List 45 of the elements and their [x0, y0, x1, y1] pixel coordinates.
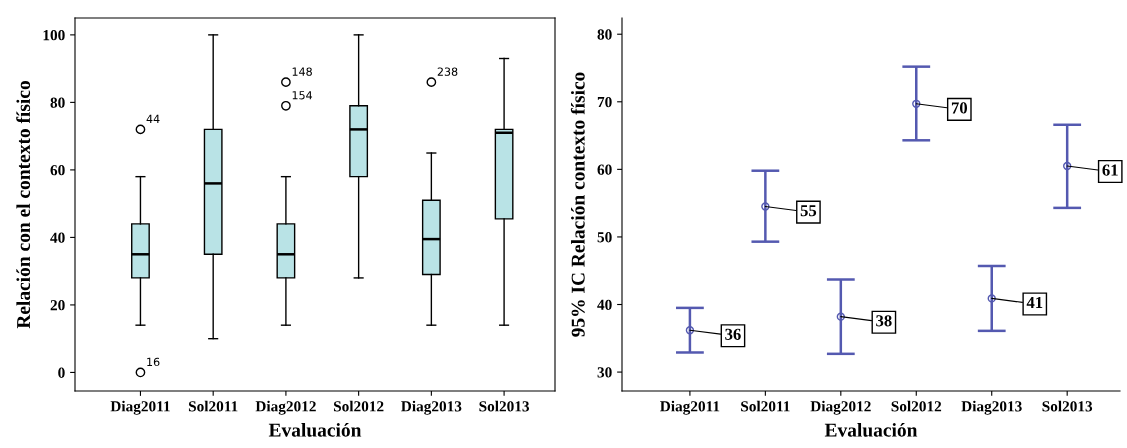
y-tick-label: 60	[597, 164, 612, 175]
y-tick-label: 60	[50, 165, 65, 176]
y-tick-label: 80	[50, 97, 65, 108]
y-axis-title: 95% IC Relación contexto físico	[570, 72, 585, 337]
x-axis-title: Evaluación	[824, 423, 918, 437]
y-tick-label: 100	[43, 30, 65, 41]
annotation: 16	[147, 357, 160, 367]
data-label: 61	[1102, 164, 1118, 176]
y-tick-label: 0	[58, 367, 65, 378]
x-tick-label: Sol2011	[741, 400, 790, 412]
y-tick-label: 80	[597, 29, 612, 40]
y-tick-label: 50	[597, 232, 612, 243]
x-tick-label: Diag2012	[255, 400, 316, 415]
data-label: 36	[725, 328, 741, 340]
annotation: 148	[292, 67, 312, 76]
x-axis-title: Evaluación	[268, 423, 362, 437]
y-axis-title: Relación con el contexto físico	[16, 81, 31, 329]
x-tick-label: Sol2012	[891, 400, 942, 412]
y-tick-label: 20	[50, 300, 65, 311]
point	[761, 202, 770, 211]
x-tick-label: Diag2012	[810, 400, 871, 415]
point	[912, 99, 921, 108]
y-tick-label: 30	[597, 367, 612, 378]
x-tick-label: Diag2013	[961, 400, 1022, 415]
data-label: 41	[1026, 296, 1043, 308]
annotation: 238	[437, 67, 458, 76]
x-tick-label: Sol2013	[1042, 400, 1093, 412]
point	[987, 294, 996, 303]
x-tick-label: Sol2012	[333, 400, 384, 412]
y-tick-label: 40	[597, 299, 612, 310]
data-label: 55	[800, 205, 817, 217]
point	[1063, 161, 1072, 171]
point	[836, 312, 845, 321]
annotation: 154	[292, 91, 313, 100]
x-tick-label: Sol2011	[188, 400, 238, 412]
data-label: 38	[876, 315, 892, 327]
y-tick-label: 70	[597, 96, 612, 108]
y-tick-label: 40	[50, 232, 65, 243]
x-tick-label: Diag2011	[660, 400, 720, 415]
data-label: 70	[951, 102, 968, 114]
x-tick-label: Diag2011	[110, 400, 170, 415]
point	[685, 326, 695, 335]
x-tick-label: Sol2013	[479, 400, 530, 412]
x-tick-label: Diag2013	[401, 400, 462, 415]
annotation: 44	[146, 114, 160, 123]
